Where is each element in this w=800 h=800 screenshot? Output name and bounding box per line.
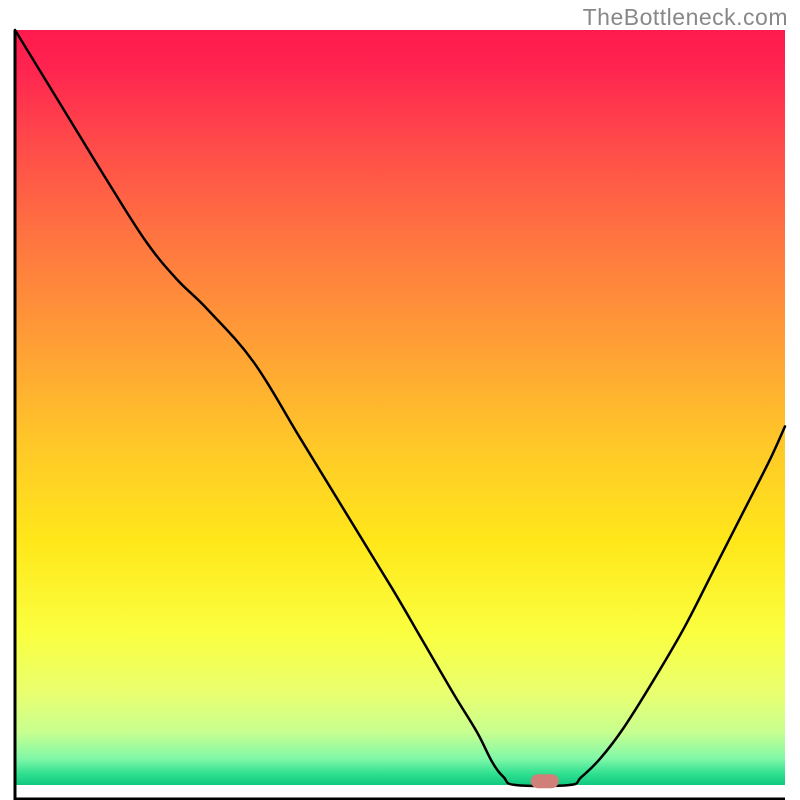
plot-background-group — [15, 30, 785, 785]
chart-svg — [0, 0, 800, 800]
watermark-text: TheBottleneck.com — [583, 4, 788, 31]
bottleneck-chart: TheBottleneck.com — [0, 0, 800, 800]
optimal-point-marker — [531, 774, 559, 788]
gradient-background — [15, 30, 785, 785]
optimal-marker — [531, 774, 559, 788]
